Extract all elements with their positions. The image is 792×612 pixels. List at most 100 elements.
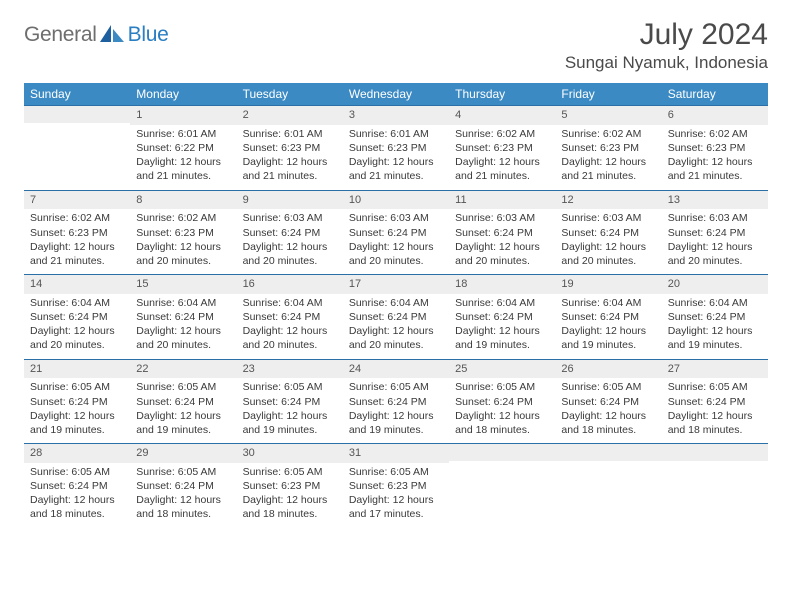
day-details: Sunrise: 6:03 AMSunset: 6:24 PMDaylight:… [662,211,768,268]
week-row: 14Sunrise: 6:04 AMSunset: 6:24 PMDayligh… [24,274,768,359]
sunset-line: Sunset: 6:23 PM [136,226,230,240]
daylight-line: Daylight: 12 hours and 19 minutes. [349,409,443,437]
daylight-line: Daylight: 12 hours and 20 minutes. [349,240,443,268]
sunset-line: Sunset: 6:23 PM [30,226,124,240]
day-cell: 4 Sunrise: 6:02 AMSunset: 6:23 PMDaylight… [449,106,555,190]
sunrise-line: Sunrise: 6:02 AM [30,211,124,225]
day-cell [449,444,555,528]
sunrise-line: Sunrise: 6:05 AM [30,380,124,394]
sails-icon [100,24,126,44]
daylight-line: Daylight: 12 hours and 19 minutes. [455,324,549,352]
sunset-line: Sunset: 6:24 PM [561,226,655,240]
day-cell: 11Sunrise: 6:03 AMSunset: 6:24 PMDayligh… [449,191,555,275]
sunrise-line: Sunrise: 6:01 AM [349,127,443,141]
day-details: Sunrise: 6:02 AMSunset: 6:23 PMDaylight:… [555,127,661,184]
day-number: 16 [237,275,343,294]
daylight-line: Daylight: 12 hours and 21 minutes. [243,155,337,183]
daylight-line: Daylight: 12 hours and 21 minutes. [30,240,124,268]
sunrise-line: Sunrise: 6:04 AM [136,296,230,310]
sunset-line: Sunset: 6:24 PM [455,310,549,324]
sunset-line: Sunset: 6:23 PM [349,141,443,155]
day-number: 2 [237,106,343,125]
sunrise-line: Sunrise: 6:04 AM [349,296,443,310]
day-number: 19 [555,275,661,294]
day-number: 3 [343,106,449,125]
daylight-line: Daylight: 12 hours and 21 minutes. [668,155,762,183]
calendar: SundayMondayTuesdayWednesdayThursdayFrid… [24,83,768,528]
daylight-line: Daylight: 12 hours and 20 minutes. [30,324,124,352]
sunset-line: Sunset: 6:24 PM [243,395,337,409]
sunrise-line: Sunrise: 6:05 AM [455,380,549,394]
sunrise-line: Sunrise: 6:03 AM [668,211,762,225]
day-number: 20 [662,275,768,294]
daylight-line: Daylight: 12 hours and 21 minutes. [561,155,655,183]
day-details: Sunrise: 6:04 AMSunset: 6:24 PMDaylight:… [130,296,236,353]
day-details: Sunrise: 6:01 AMSunset: 6:23 PMDaylight:… [237,127,343,184]
day-number [662,444,768,461]
sunrise-line: Sunrise: 6:01 AM [136,127,230,141]
day-details: Sunrise: 6:04 AMSunset: 6:24 PMDaylight:… [343,296,449,353]
weekday-header-row: SundayMondayTuesdayWednesdayThursdayFrid… [24,83,768,105]
sunset-line: Sunset: 6:24 PM [136,310,230,324]
day-details: Sunrise: 6:03 AMSunset: 6:24 PMDaylight:… [343,211,449,268]
day-number: 22 [130,360,236,379]
day-cell: 21Sunrise: 6:05 AMSunset: 6:24 PMDayligh… [24,360,130,444]
daylight-line: Daylight: 12 hours and 20 minutes. [243,240,337,268]
day-cell: 9Sunrise: 6:03 AMSunset: 6:24 PMDaylight… [237,191,343,275]
day-details: Sunrise: 6:05 AMSunset: 6:23 PMDaylight:… [343,465,449,522]
day-cell [24,106,130,190]
day-number: 4 [449,106,555,125]
sunrise-line: Sunrise: 6:05 AM [349,465,443,479]
sunrise-line: Sunrise: 6:05 AM [30,465,124,479]
sunset-line: Sunset: 6:24 PM [30,479,124,493]
sunset-line: Sunset: 6:24 PM [243,226,337,240]
day-cell: 14Sunrise: 6:04 AMSunset: 6:24 PMDayligh… [24,275,130,359]
day-details: Sunrise: 6:05 AMSunset: 6:24 PMDaylight:… [24,380,130,437]
day-number: 10 [343,191,449,210]
day-cell: 28Sunrise: 6:05 AMSunset: 6:24 PMDayligh… [24,444,130,528]
day-details: Sunrise: 6:02 AMSunset: 6:23 PMDaylight:… [662,127,768,184]
daylight-line: Daylight: 12 hours and 20 minutes. [668,240,762,268]
sunrise-line: Sunrise: 6:05 AM [136,380,230,394]
day-number: 29 [130,444,236,463]
day-number: 25 [449,360,555,379]
day-cell: 31Sunrise: 6:05 AMSunset: 6:23 PMDayligh… [343,444,449,528]
day-cell: 27Sunrise: 6:05 AMSunset: 6:24 PMDayligh… [662,360,768,444]
day-cell: 3 Sunrise: 6:01 AMSunset: 6:23 PMDaylight… [343,106,449,190]
day-details: Sunrise: 6:05 AMSunset: 6:24 PMDaylight:… [130,380,236,437]
sunset-line: Sunset: 6:23 PM [668,141,762,155]
day-cell: 16Sunrise: 6:04 AMSunset: 6:24 PMDayligh… [237,275,343,359]
daylight-line: Daylight: 12 hours and 21 minutes. [136,155,230,183]
daylight-line: Daylight: 12 hours and 21 minutes. [349,155,443,183]
daylight-line: Daylight: 12 hours and 19 minutes. [136,409,230,437]
daylight-line: Daylight: 12 hours and 19 minutes. [668,324,762,352]
daylight-line: Daylight: 12 hours and 18 minutes. [561,409,655,437]
sunrise-line: Sunrise: 6:05 AM [136,465,230,479]
weekday-saturday: Saturday [662,83,768,105]
weekday-friday: Friday [555,83,661,105]
day-details: Sunrise: 6:05 AMSunset: 6:24 PMDaylight:… [237,380,343,437]
day-details: Sunrise: 6:02 AMSunset: 6:23 PMDaylight:… [449,127,555,184]
day-number: 17 [343,275,449,294]
daylight-line: Daylight: 12 hours and 20 minutes. [243,324,337,352]
day-cell: 10Sunrise: 6:03 AMSunset: 6:24 PMDayligh… [343,191,449,275]
day-number: 26 [555,360,661,379]
sunset-line: Sunset: 6:23 PM [349,479,443,493]
day-number: 6 [662,106,768,125]
day-details: Sunrise: 6:05 AMSunset: 6:24 PMDaylight:… [555,380,661,437]
day-cell: 19Sunrise: 6:04 AMSunset: 6:24 PMDayligh… [555,275,661,359]
day-cell: 30Sunrise: 6:05 AMSunset: 6:23 PMDayligh… [237,444,343,528]
day-cell: 7Sunrise: 6:02 AMSunset: 6:23 PMDaylight… [24,191,130,275]
daylight-line: Daylight: 12 hours and 18 minutes. [668,409,762,437]
day-number [555,444,661,461]
weekday-monday: Monday [130,83,236,105]
day-number: 9 [237,191,343,210]
sunset-line: Sunset: 6:23 PM [243,141,337,155]
sunset-line: Sunset: 6:24 PM [243,310,337,324]
day-details: Sunrise: 6:03 AMSunset: 6:24 PMDaylight:… [555,211,661,268]
week-row: 28Sunrise: 6:05 AMSunset: 6:24 PMDayligh… [24,443,768,528]
day-number: 15 [130,275,236,294]
brand-word-2: Blue [128,23,169,47]
day-number: 18 [449,275,555,294]
daylight-line: Daylight: 12 hours and 20 minutes. [349,324,443,352]
